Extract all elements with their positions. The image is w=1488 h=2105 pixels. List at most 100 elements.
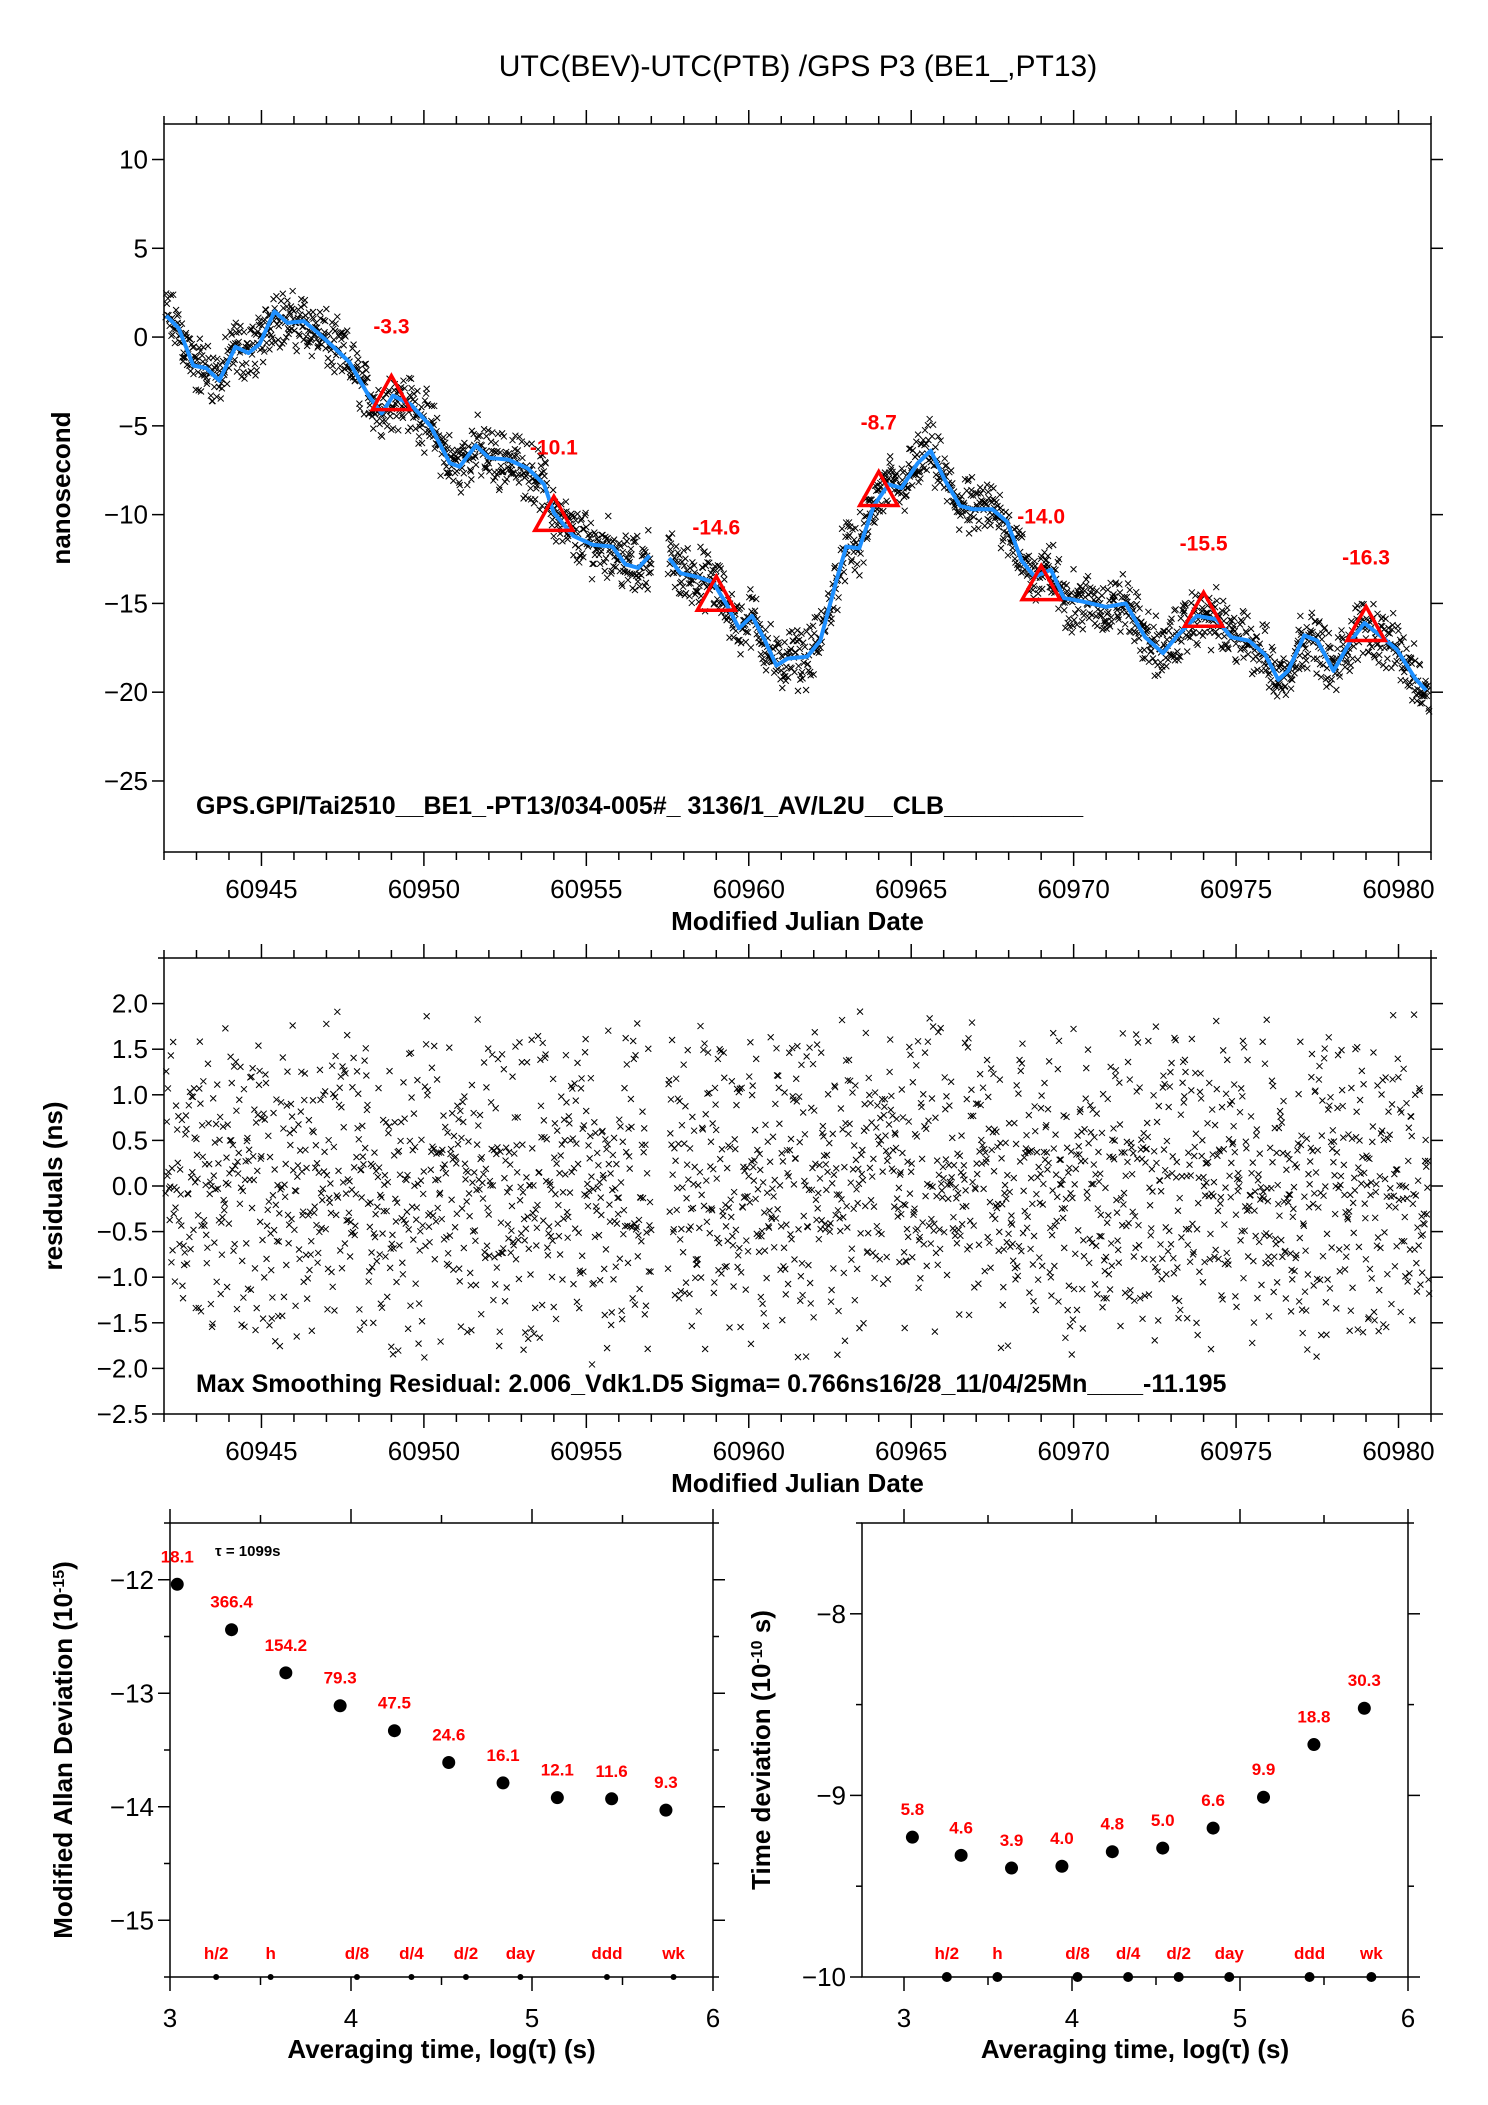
- residual-point: [406, 1137, 414, 1145]
- data-point: [559, 537, 566, 545]
- residual-point: [1370, 1308, 1378, 1316]
- residual-point: [1163, 1137, 1171, 1145]
- residual-point: [331, 1307, 338, 1314]
- residual-point: [1024, 1148, 1032, 1156]
- residual-point: [415, 1340, 422, 1347]
- data-point: [313, 335, 320, 343]
- residual-point: [1290, 1205, 1297, 1213]
- data-point: [675, 589, 683, 597]
- residual-point: [1169, 1153, 1177, 1160]
- data-point: [1313, 670, 1320, 677]
- residual-point: [587, 1074, 595, 1082]
- data-point: [695, 582, 703, 590]
- residual-point: [867, 1196, 875, 1204]
- residual-point: [388, 1240, 396, 1248]
- residual-point: [168, 1164, 176, 1172]
- residual-point: [591, 1233, 599, 1241]
- residual-point: [1360, 1080, 1367, 1088]
- residual-point: [1218, 1292, 1225, 1299]
- residual-point: [313, 1159, 321, 1167]
- residual-point: [463, 1198, 471, 1205]
- data-point: [185, 335, 193, 342]
- residual-point: [848, 1245, 856, 1253]
- y-tick-label: −15: [104, 588, 148, 618]
- residual-point: [379, 1230, 386, 1237]
- residual-point: [1417, 1281, 1424, 1288]
- residual-point: [162, 1189, 169, 1197]
- residual-point: [474, 1122, 482, 1129]
- residual-point: [1408, 1132, 1416, 1140]
- residual-point: [1230, 1081, 1238, 1088]
- residual-point: [1105, 1270, 1113, 1278]
- data-point: [999, 534, 1007, 542]
- residual-point: [616, 1255, 624, 1263]
- data-point: [190, 343, 198, 350]
- x-tick-label: 60980: [1362, 1436, 1434, 1466]
- data-point: [941, 455, 949, 462]
- residual-point: [999, 1283, 1007, 1291]
- data-point: [840, 568, 848, 576]
- marker-value-label: -3.3: [373, 316, 409, 339]
- data-point: [292, 341, 299, 349]
- residual-point: [626, 1165, 634, 1172]
- residual-point: [799, 1291, 806, 1299]
- residual-point: [1277, 1113, 1284, 1121]
- residual-point: [1120, 1201, 1127, 1208]
- residual-point: [683, 1194, 690, 1202]
- data-point: [204, 377, 211, 385]
- data-point: [183, 361, 191, 369]
- residual-point: [450, 1132, 458, 1140]
- residual-point: [498, 1249, 505, 1257]
- data-point: [1176, 653, 1184, 661]
- residual-point: [1269, 1082, 1277, 1090]
- residual-point: [1222, 1184, 1229, 1191]
- residual-point: [413, 1204, 421, 1211]
- residual-point: [1012, 1140, 1020, 1148]
- residual-point: [961, 1039, 969, 1047]
- data-point: [331, 368, 338, 376]
- residual-point: [297, 1108, 305, 1115]
- data-point: [774, 639, 782, 647]
- data-point: [1304, 650, 1312, 658]
- residual-point: [340, 1123, 348, 1131]
- residual-point: [1237, 1237, 1244, 1244]
- residual-point: [1424, 1184, 1431, 1192]
- residual-point: [1277, 1236, 1285, 1244]
- reference-tau-mark: [1173, 1972, 1184, 1982]
- data-point: [647, 560, 655, 568]
- residual-point: [1339, 1134, 1347, 1142]
- residual-point: [617, 1123, 624, 1130]
- data-point: [601, 567, 609, 575]
- residual-point: [539, 1217, 547, 1224]
- residual-point: [1037, 1170, 1044, 1178]
- residual-point: [525, 1245, 533, 1253]
- data-point: [330, 336, 338, 344]
- residual-point: [691, 1163, 699, 1171]
- residual-point: [1187, 1172, 1195, 1179]
- data-point: [483, 432, 490, 440]
- residual-point: [857, 1230, 864, 1237]
- residual-point: [1388, 1300, 1395, 1308]
- residual-point: [396, 1242, 403, 1249]
- data-point: [1140, 646, 1148, 654]
- data-point: [815, 649, 823, 657]
- data-point: [1174, 648, 1181, 655]
- residual-point: [1314, 1204, 1322, 1211]
- residual-point: [789, 1096, 797, 1104]
- y-tick-label: 0.5: [112, 1125, 148, 1155]
- residual-point: [1310, 1190, 1318, 1197]
- residual-point: [1167, 1240, 1175, 1248]
- residual-point: [480, 1059, 488, 1066]
- data-point: [1133, 600, 1141, 608]
- deviation-point: [170, 1577, 184, 1591]
- residual-point: [1405, 1124, 1413, 1132]
- residual-point: [1309, 1147, 1316, 1155]
- residual-point: [298, 1168, 306, 1175]
- residual-point: [1309, 1200, 1317, 1208]
- residual-point: [1055, 1298, 1062, 1305]
- residual-point: [976, 1148, 983, 1155]
- residual-point: [269, 1191, 277, 1199]
- residual-point: [1267, 1260, 1275, 1267]
- residual-point: [1348, 1084, 1355, 1092]
- residual-point: [1223, 1249, 1231, 1257]
